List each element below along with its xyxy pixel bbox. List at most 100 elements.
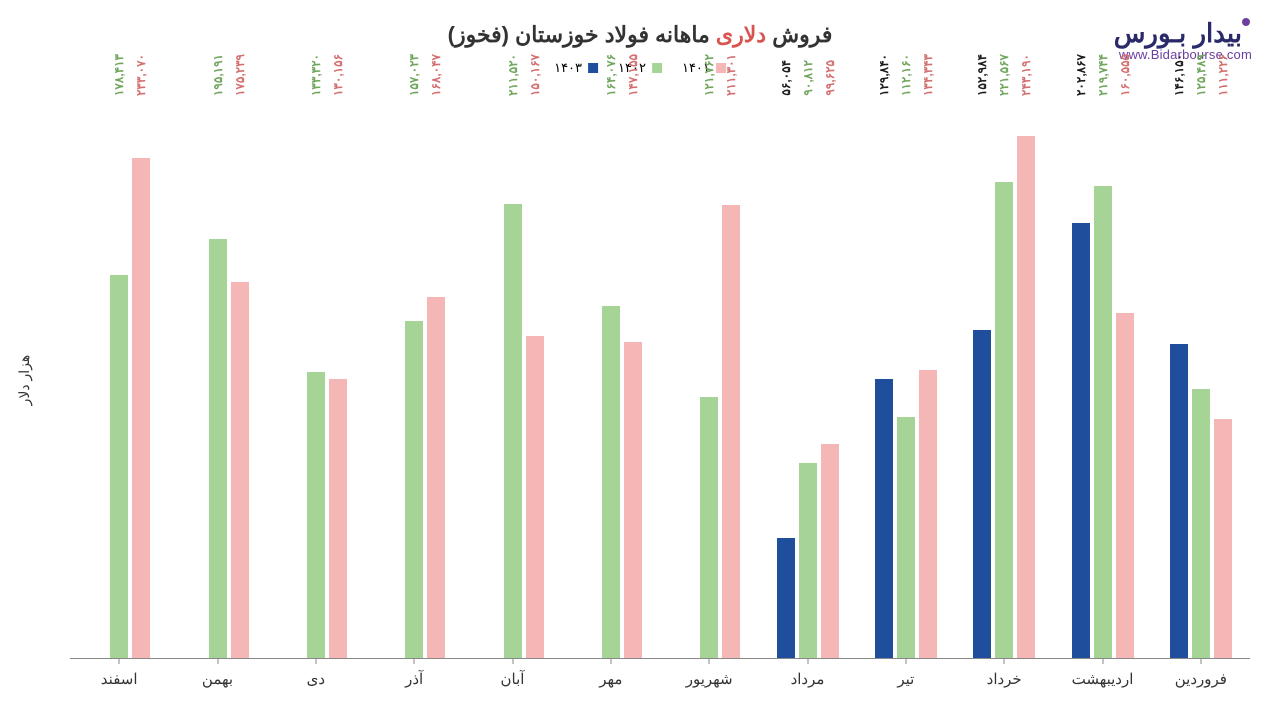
bar-value-label: ۱۵۲,۹۸۴ bbox=[975, 54, 989, 96]
bar-wrap: ۲۰۲,۸۶۷ bbox=[1072, 100, 1090, 658]
bar-group: ۲۳۳,۰۷۰۱۷۸,۴۱۳ bbox=[70, 100, 168, 658]
bar-value-label: ۹۹,۶۲۵ bbox=[823, 60, 837, 96]
bar-wrap: ۱۶۴,۰۷۶ bbox=[602, 100, 620, 658]
x-axis-label: شهریور bbox=[686, 670, 733, 688]
bar-value-label: ۹۰,۸۱۲ bbox=[801, 60, 815, 96]
bar-wrap: ۱۵۲,۹۸۴ bbox=[973, 100, 991, 658]
bar-value-label: ۱۶۰,۵۵۵ bbox=[1118, 54, 1132, 96]
bar bbox=[132, 158, 150, 658]
bar bbox=[700, 397, 718, 658]
x-tick bbox=[315, 658, 316, 664]
legend-label: ۱۴۰۳ bbox=[554, 60, 582, 76]
bar-wrap: ۱۷۵,۲۳۹ bbox=[231, 100, 249, 658]
bar-value-label: ۱۲۹,۸۴۰ bbox=[877, 54, 891, 96]
bar-wrap: ۹۹,۶۲۵ bbox=[821, 100, 839, 658]
x-tick bbox=[119, 658, 120, 664]
bar-value-label: ۲۲۱,۵۶۷ bbox=[997, 54, 1011, 96]
bar-wrap bbox=[482, 100, 500, 658]
bar-group: ۱۵۰,۱۶۷۲۱۱,۵۲۰ bbox=[463, 100, 561, 658]
logo-text: بیدار بـورس bbox=[1114, 18, 1252, 49]
chart-title: فروش دلاری ماهانه فولاد خوزستان (فخوز) bbox=[448, 22, 833, 48]
bar-wrap: ۱۱۱,۲۲۶ bbox=[1214, 100, 1232, 658]
bar-group: ۱۶۸,۰۴۷۱۵۷,۰۲۳ bbox=[365, 100, 463, 658]
x-axis-label: آذر bbox=[405, 670, 423, 688]
bar-value-label: ۱۳۴,۳۴۳ bbox=[921, 54, 935, 96]
x-tick bbox=[905, 658, 906, 664]
bar bbox=[526, 336, 544, 658]
bar-wrap: ۱۱۲,۱۶۰ bbox=[897, 100, 915, 658]
bar-wrap: ۱۲۹,۸۴۰ bbox=[875, 100, 893, 658]
bar bbox=[1116, 313, 1134, 658]
bar-value-label: ۱۶۴,۰۷۶ bbox=[604, 54, 618, 96]
bar-wrap: ۱۳۳,۳۲۰ bbox=[307, 100, 325, 658]
bar bbox=[427, 297, 445, 658]
bar bbox=[307, 372, 325, 658]
x-axis-label: بهمن bbox=[202, 670, 233, 688]
bar-wrap: ۵۶,۰۵۴ bbox=[777, 100, 795, 658]
bar-value-label: ۱۴۷,۱۵۵ bbox=[626, 54, 640, 96]
x-axis-label: فروردین bbox=[1175, 670, 1227, 688]
bar-wrap bbox=[383, 100, 401, 658]
bar bbox=[1192, 389, 1210, 658]
bar bbox=[1170, 344, 1188, 658]
bar-group: ۲۴۳,۱۹۰۲۲۱,۵۶۷۱۵۲,۹۸۴ bbox=[955, 100, 1053, 658]
bar-value-label: ۱۷۵,۲۳۹ bbox=[233, 54, 247, 96]
chart-plot: فروردین۱۱۱,۲۲۶۱۲۵,۴۸۹۱۴۶,۱۵۰اردیبهشت۱۶۰,… bbox=[70, 100, 1250, 659]
bar-group: ۱۷۵,۲۳۹۱۹۵,۱۹۱ bbox=[168, 100, 266, 658]
bar-wrap: ۱۶۸,۰۴۷ bbox=[427, 100, 445, 658]
bar-group: ۱۳۰,۱۵۶۱۳۳,۳۲۰ bbox=[267, 100, 365, 658]
bar bbox=[1214, 419, 1232, 658]
bar-value-label: ۲۱۹,۷۴۴ bbox=[1096, 54, 1110, 96]
bar-value-label: ۱۴۶,۱۵۰ bbox=[1172, 54, 1186, 96]
bar bbox=[875, 379, 893, 658]
bar-wrap: ۱۵۷,۰۲۳ bbox=[405, 100, 423, 658]
bar-group: ۱۳۴,۳۴۳۱۱۲,۱۶۰۱۲۹,۸۴۰ bbox=[857, 100, 955, 658]
bar-value-label: ۱۵۷,۰۲۳ bbox=[407, 54, 421, 96]
bar-wrap: ۱۴۷,۱۵۵ bbox=[624, 100, 642, 658]
x-axis-label: خرداد bbox=[987, 670, 1022, 688]
x-tick bbox=[1200, 658, 1201, 664]
bar bbox=[209, 239, 227, 658]
bar-wrap: ۱۳۴,۳۴۳ bbox=[919, 100, 937, 658]
bar-group: ۱۴۷,۱۵۵۱۶۴,۰۷۶ bbox=[562, 100, 660, 658]
bar-value-label: ۲۱۱,۵۲۰ bbox=[506, 54, 520, 96]
bar bbox=[821, 444, 839, 658]
bar-wrap: ۱۹۵,۱۹۱ bbox=[209, 100, 227, 658]
bar bbox=[799, 463, 817, 658]
bar-group: ۱۱۱,۲۲۶۱۲۵,۴۸۹۱۴۶,۱۵۰ bbox=[1152, 100, 1250, 658]
y-axis-label: هزار دلار bbox=[16, 354, 33, 405]
x-axis-label: مهر bbox=[599, 670, 622, 688]
bar-wrap: ۲۳۳,۰۷۰ bbox=[132, 100, 150, 658]
chart-area: هزار دلار فروردین۱۱۱,۲۲۶۱۲۵,۴۸۹۱۴۶,۱۵۰ار… bbox=[70, 100, 1250, 659]
bar-group: ۲۱۱,۳۰۱۱۲۱,۷۶۲ bbox=[660, 100, 758, 658]
bar-wrap bbox=[88, 100, 106, 658]
bar bbox=[897, 417, 915, 658]
bar-wrap: ۲۱۱,۳۰۱ bbox=[722, 100, 740, 658]
bar bbox=[777, 538, 795, 658]
bar-wrap: ۲۱۹,۷۴۴ bbox=[1094, 100, 1112, 658]
x-axis-label: آبان bbox=[501, 670, 525, 688]
bar-wrap bbox=[678, 100, 696, 658]
bar-value-label: ۱۲۵,۴۸۹ bbox=[1194, 54, 1208, 96]
chart-legend: ۱۴۰۱۱۴۰۲۱۴۰۳ bbox=[554, 60, 726, 76]
x-tick bbox=[610, 658, 611, 664]
bar-value-label: ۱۵۰,۱۶۷ bbox=[528, 54, 542, 96]
x-tick bbox=[414, 658, 415, 664]
bar-wrap: ۱۵۰,۱۶۷ bbox=[526, 100, 544, 658]
bar-wrap bbox=[285, 100, 303, 658]
bar bbox=[504, 204, 522, 658]
bar-wrap: ۲۴۳,۱۹۰ bbox=[1017, 100, 1035, 658]
bar bbox=[110, 275, 128, 658]
x-tick bbox=[512, 658, 513, 664]
bar-wrap: ۱۴۶,۱۵۰ bbox=[1170, 100, 1188, 658]
bar-value-label: ۱۲۱,۷۶۲ bbox=[702, 54, 716, 96]
bar bbox=[231, 282, 249, 658]
x-tick bbox=[709, 658, 710, 664]
legend-item: ۱۴۰۳ bbox=[554, 60, 598, 76]
x-tick bbox=[807, 658, 808, 664]
bar-wrap: ۱۲۱,۷۶۲ bbox=[700, 100, 718, 658]
bar-wrap bbox=[580, 100, 598, 658]
bar-wrap: ۲۲۱,۵۶۷ bbox=[995, 100, 1013, 658]
bar-value-label: ۱۱۱,۲۲۶ bbox=[1216, 54, 1230, 96]
legend-swatch bbox=[652, 63, 662, 73]
